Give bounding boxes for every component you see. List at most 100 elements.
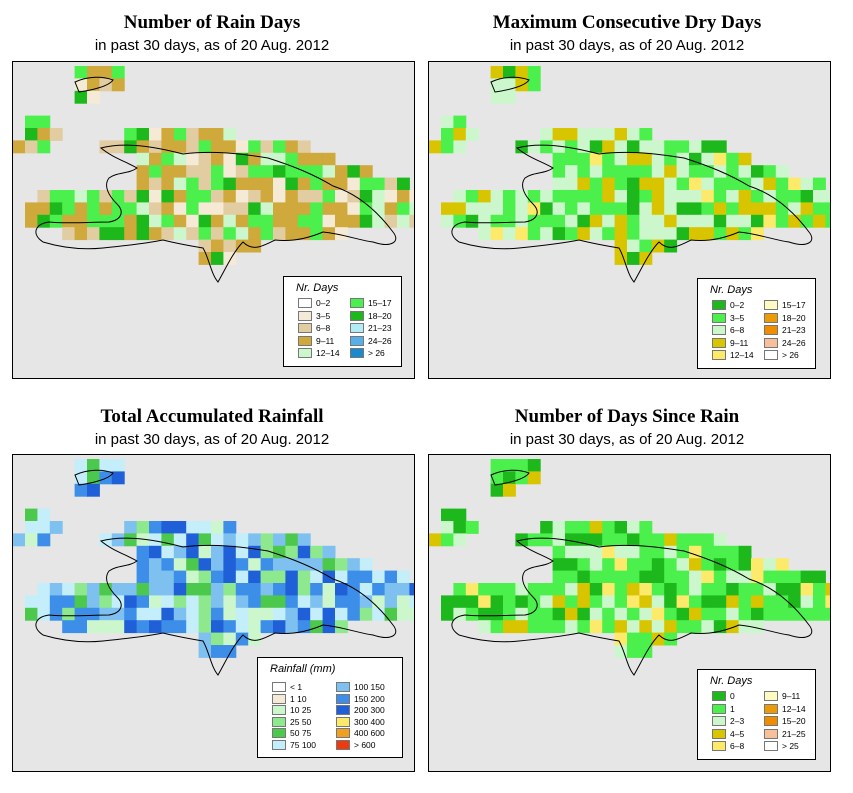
grid-cell (173, 140, 187, 154)
grid-cell (664, 533, 678, 547)
grid-cell (602, 607, 616, 621)
grid-cell (248, 190, 262, 203)
grid-cell (186, 620, 200, 634)
grid-cell (763, 583, 777, 596)
grid-cell (589, 595, 603, 609)
grid-cell (527, 620, 541, 634)
grid-cell (577, 227, 591, 241)
grid-cell (602, 227, 616, 241)
grid-cell (149, 583, 162, 596)
grid-cell (99, 459, 113, 472)
panel-1-map: Nr. Days 0–2 3–5 6–8 9–11 12–14 15–17 18–20 21–… (12, 61, 415, 379)
grid-cell (223, 190, 237, 203)
grid-cell (751, 214, 764, 228)
grid-cell (211, 533, 224, 547)
grid-cell (37, 533, 51, 547)
grid-cell (173, 533, 187, 547)
grid-cell (186, 533, 200, 547)
grid-cell (651, 545, 665, 559)
grid-cell (136, 165, 150, 179)
grid-cell (676, 545, 690, 559)
grid-cell (565, 545, 578, 559)
grid-cell (62, 214, 76, 228)
grid-cell (726, 202, 740, 216)
grid-cell (273, 558, 286, 572)
grid-cell (589, 521, 603, 534)
grid-cell (577, 558, 591, 572)
grid-cell (161, 521, 175, 534)
grid-cell (565, 128, 578, 141)
grid-cell (136, 190, 150, 203)
grid-cell (260, 545, 274, 559)
grid-cell (161, 152, 175, 166)
grid-cell (577, 620, 591, 634)
grid-cell (639, 607, 653, 621)
grid-cell (99, 66, 113, 79)
legend-label: > 26 (368, 348, 385, 358)
grid-cell (186, 521, 200, 534)
grid-cell (651, 607, 665, 621)
grid-cell (211, 632, 224, 646)
grid-cell (602, 595, 616, 609)
legend-label: 0 (730, 691, 735, 701)
grid-cell (713, 545, 727, 559)
grid-cell (248, 545, 262, 559)
legend-item: 100 150 (336, 682, 385, 692)
grid-cell (726, 545, 740, 559)
grid-cell (627, 177, 640, 191)
grid-cell (441, 115, 454, 129)
grid-cell (186, 152, 200, 166)
grid-cell (614, 558, 628, 572)
grid-cell (800, 177, 814, 191)
grid-cell (111, 190, 125, 203)
grid-cell (664, 165, 678, 179)
grid-cell (527, 471, 541, 485)
grid-cell (235, 239, 249, 253)
grid-cell (74, 214, 88, 228)
grid-cell (552, 533, 566, 547)
grid-cell (173, 595, 187, 609)
grid-cell (490, 227, 504, 241)
grid-cell (751, 595, 764, 609)
grid-cell (664, 202, 678, 216)
legend-item: 24–26 (764, 337, 806, 348)
grid-cell (639, 140, 653, 154)
legend-item: 9–11 (712, 337, 748, 348)
legend-label: > 25 (782, 741, 799, 751)
grid-cell (465, 128, 479, 141)
legend-label: 24–26 (368, 335, 392, 346)
grid-cell (552, 202, 566, 216)
legend-item: 15–17 (350, 298, 392, 308)
grid-cell (198, 533, 212, 547)
grid-cell (540, 607, 554, 621)
island-outline (35, 537, 397, 676)
grid-cell (614, 607, 628, 621)
grid-cell (161, 227, 175, 241)
grid-cell (235, 620, 249, 634)
grid-cell (701, 570, 715, 584)
legend-swatch (764, 728, 778, 739)
grid-cell (627, 620, 640, 634)
grid-cell (99, 620, 113, 634)
grid-cell (149, 140, 162, 154)
grid-cell (813, 214, 826, 228)
grid-cell (359, 190, 373, 203)
grid-cell (211, 239, 224, 253)
grid-cell (825, 214, 830, 228)
grid-cell (149, 545, 162, 559)
grid-cell (285, 545, 299, 559)
grid-cell (273, 607, 286, 621)
grid-cell (788, 595, 802, 609)
grid-cell (602, 202, 616, 216)
grid-cell (409, 190, 414, 203)
grid-cell (639, 239, 653, 253)
grid-cell (614, 595, 628, 609)
grid-cell (136, 152, 150, 166)
grid-cell (186, 128, 200, 141)
grid-cell (248, 227, 262, 241)
grid-cell (74, 227, 88, 241)
legend-item: 4–5 (712, 728, 744, 739)
grid-cell (13, 140, 26, 154)
grid-cell (751, 583, 764, 596)
grid-cell (453, 140, 467, 154)
